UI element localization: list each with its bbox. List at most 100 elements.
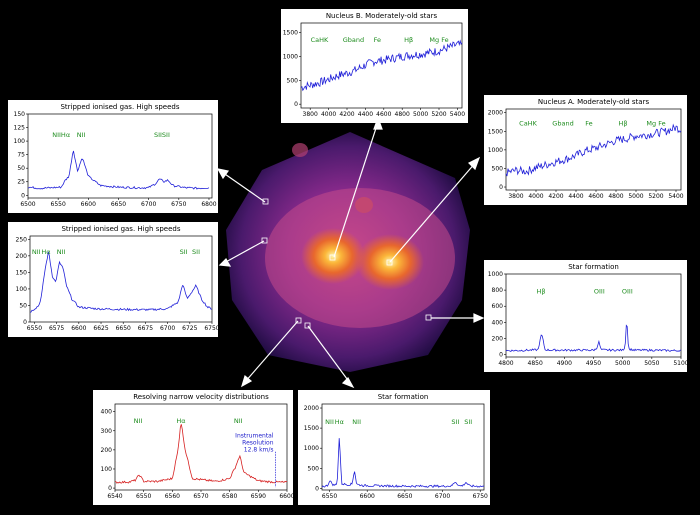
- nucleus-b-core: [301, 228, 365, 284]
- y-tick-label: 50: [17, 165, 25, 172]
- hot-spot: [355, 197, 373, 213]
- y-tick-label: 75: [17, 152, 25, 159]
- panel-background: [8, 222, 218, 337]
- x-tick-label: 6580: [222, 493, 237, 500]
- x-tick-label: 4400: [568, 193, 583, 200]
- x-tick-label: 6600: [81, 201, 96, 208]
- panel-stripped2: Stripped ionised gas. High speeds 6550 657…: [8, 222, 220, 337]
- arrow-nucleus-a: [389, 161, 477, 263]
- y-tick-label: 400: [492, 319, 504, 326]
- x-tick-label: 6650: [111, 201, 126, 208]
- x-tick-label: 4000: [321, 111, 336, 118]
- panel-background: [298, 390, 490, 505]
- y-tick-label: 100: [16, 286, 28, 293]
- x-tick-label: 5000: [615, 360, 630, 367]
- arrow-narrowvel: [244, 320, 299, 383]
- line-label: SIISII: [154, 131, 170, 139]
- spectrum-line: [29, 251, 213, 313]
- y-tick-label: 0: [294, 101, 298, 108]
- y-tick-label: 125: [14, 125, 26, 132]
- x-tick-label: 6570: [193, 493, 208, 500]
- arrow-stripped2: [223, 240, 265, 264]
- y-tick-label: 1000: [304, 445, 319, 452]
- x-tick-label: 5000: [413, 111, 428, 118]
- line-label: OIII: [622, 287, 633, 295]
- region-marker: [262, 198, 269, 205]
- plot-frame: [27, 113, 213, 199]
- y-tick-label: 1500: [304, 425, 319, 432]
- connector-arrows: [216, 116, 485, 389]
- resolution-annotation: Instrumental: [235, 432, 274, 439]
- x-tick-label: 6650: [116, 325, 131, 332]
- x-tick-label: 6590: [251, 493, 266, 500]
- x-tick-label: 6600: [360, 493, 375, 500]
- x-tick-label: 6675: [138, 325, 153, 332]
- y-tick-label: 1000: [488, 271, 503, 278]
- x-tick-label: 6550: [51, 201, 66, 208]
- arrowhead: [341, 377, 355, 389]
- x-tick-label: 6700: [435, 493, 450, 500]
- x-tick-label: 4000: [528, 193, 543, 200]
- y-tick-label: 0: [315, 485, 319, 492]
- y-tick-label: 0: [23, 319, 27, 326]
- line-label: NII: [134, 417, 143, 425]
- y-tick-label: 600: [492, 303, 504, 310]
- line-label: NII: [325, 418, 334, 426]
- x-tick-label: 4850: [528, 360, 543, 367]
- x-tick-label: 5050: [644, 360, 659, 367]
- y-tick-label: 2000: [304, 405, 319, 412]
- line-label: OIII: [594, 287, 605, 295]
- plot-frame: [505, 108, 682, 191]
- spectrum-line: [505, 324, 682, 353]
- spectrum-line: [300, 39, 463, 92]
- x-tick-label: 5000: [628, 193, 643, 200]
- x-tick-label: 4900: [557, 360, 572, 367]
- y-tick-label: 1000: [488, 147, 503, 154]
- y-tick-label: 1500: [283, 30, 298, 37]
- line-label: Fe: [585, 120, 592, 128]
- y-tick-label: 25: [17, 179, 25, 186]
- x-tick-label: 5200: [431, 111, 446, 118]
- x-tick-label: 6500: [20, 201, 35, 208]
- y-tick-label: 0: [499, 184, 503, 191]
- panel-title: Stripped ionised gas. High speeds: [61, 225, 180, 233]
- arrowhead: [467, 156, 481, 171]
- line-label: NIIHα: [52, 131, 70, 139]
- line-label: SII: [464, 418, 472, 426]
- x-tick-label: 6750: [171, 201, 186, 208]
- panel-stripped1: Stripped ionised gas. High speeds 6500 655…: [8, 100, 218, 213]
- arrowhead: [216, 168, 230, 180]
- y-tick-label: 0: [499, 352, 503, 359]
- panel-title: Star formation: [378, 393, 429, 401]
- region-marker: [329, 254, 336, 261]
- y-tick-label: 300: [101, 428, 113, 435]
- resolution-annotation: Resolution: [242, 439, 274, 446]
- x-tick-label: 6550: [27, 325, 42, 332]
- x-tick-label: 6700: [160, 325, 175, 332]
- x-tick-label: 5100: [673, 360, 688, 367]
- x-tick-label: 6600: [71, 325, 86, 332]
- y-tick-label: 2000: [488, 110, 503, 117]
- spectrum-line: [505, 123, 682, 177]
- x-tick-label: 4800: [608, 193, 623, 200]
- line-label: Gband: [343, 36, 364, 44]
- line-label: Gband: [552, 120, 573, 128]
- arrow-stripped1: [221, 171, 266, 203]
- spectrum-line: [114, 424, 288, 484]
- line-label: Hα: [41, 248, 50, 256]
- x-tick-label: 6575: [49, 325, 64, 332]
- y-tick-label: 100: [101, 466, 113, 473]
- x-tick-label: 6540: [107, 493, 122, 500]
- line-label: Hβ: [536, 287, 545, 295]
- region-marker: [261, 237, 268, 244]
- x-tick-label: 4400: [358, 111, 373, 118]
- hot-spot: [292, 143, 308, 157]
- y-tick-label: 800: [492, 287, 504, 294]
- spectrum-line: [321, 438, 485, 488]
- y-tick-label: 150: [16, 269, 28, 276]
- x-tick-label: 4800: [498, 360, 513, 367]
- panel-title: Resolving narrow velocity distributions: [133, 393, 269, 401]
